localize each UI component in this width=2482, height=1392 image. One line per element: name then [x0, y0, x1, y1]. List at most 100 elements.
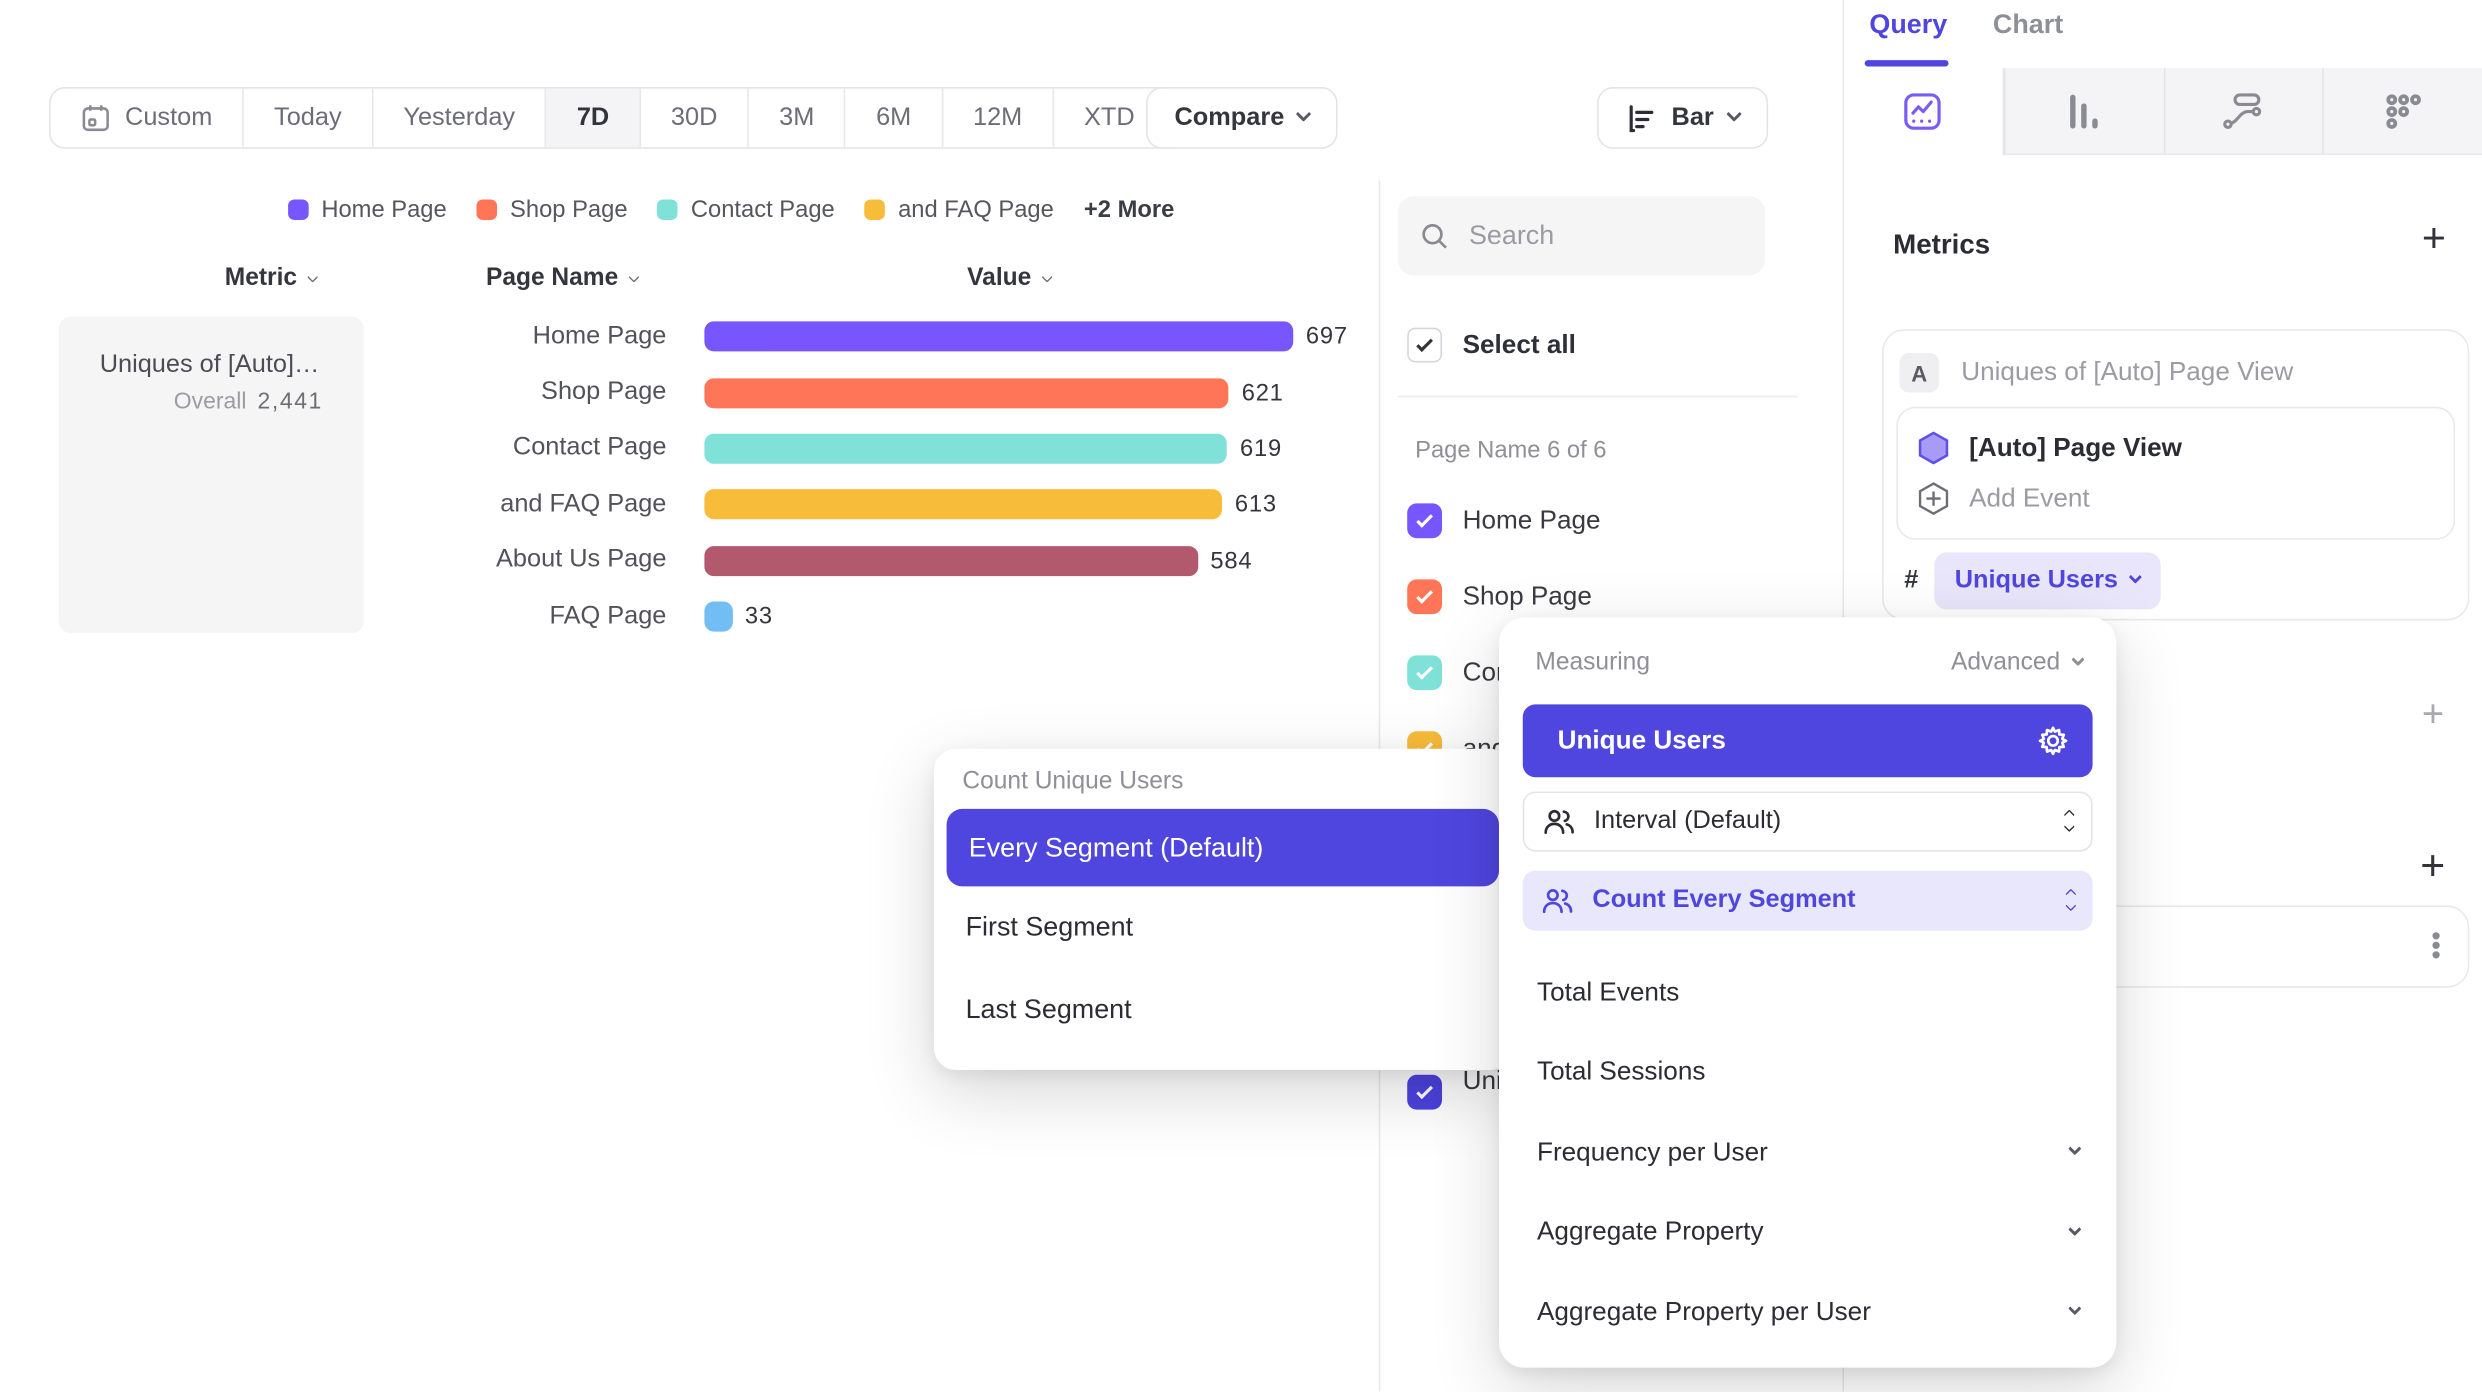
- insights-icon: [1902, 90, 1945, 133]
- date-range-button[interactable]: 3M: [749, 88, 846, 148]
- date-range-button[interactable]: 6M: [846, 88, 943, 148]
- tab-chart[interactable]: Chart: [1992, 9, 2064, 40]
- add-metric-button[interactable]: +: [2421, 213, 2446, 262]
- bar-value-label: 697: [1305, 323, 1348, 351]
- count-popup-option[interactable]: Last Segment: [965, 994, 1132, 1025]
- segment-checkbox[interactable]: [1407, 579, 1443, 615]
- value-column-header[interactable]: Value: [967, 264, 1052, 292]
- count-symbol: #: [1904, 566, 1919, 594]
- select-all-row[interactable]: Select all: [1407, 327, 1576, 363]
- event-row[interactable]: [Auto] Page View: [1917, 423, 2435, 474]
- segment-checkbox[interactable]: [1407, 503, 1443, 539]
- advanced-dropdown[interactable]: Advanced: [1951, 649, 2084, 677]
- legend-item[interactable]: Home Page: [288, 196, 447, 223]
- measuring-selected-option[interactable]: Unique Users: [1522, 704, 2093, 778]
- date-range-button[interactable]: XTD: [1054, 89, 1190, 148]
- date-range-button[interactable]: Custom: [51, 88, 244, 148]
- add-filter-button[interactable]: +: [2421, 693, 2445, 737]
- measuring-popup-option[interactable]: Aggregate Property per User: [1499, 1273, 2116, 1353]
- bar-row: Contact Page 619: [0, 421, 1379, 477]
- funnels-icon: [2063, 89, 2106, 132]
- segment-column-header[interactable]: Page Name: [486, 264, 639, 292]
- bar-value-label: 621: [1241, 379, 1284, 407]
- chevron-down-icon: [2067, 1141, 2081, 1155]
- count-popup-title: Count Unique Users: [962, 767, 1184, 795]
- tab-flows[interactable]: [2163, 68, 2323, 156]
- legend-item[interactable]: and FAQ Page: [864, 196, 1054, 223]
- chevron-down-icon: [2128, 570, 2143, 584]
- measurement-dropdown[interactable]: Unique Users: [1934, 552, 2161, 610]
- count-every-segment-select[interactable]: Count Every Segment: [1522, 870, 2093, 931]
- tab-retention[interactable]: [2322, 68, 2482, 156]
- bar[interactable]: [704, 321, 1294, 352]
- measuring-popup-option[interactable]: Total Sessions: [1537, 1057, 1706, 1087]
- calendar-icon: [81, 103, 111, 133]
- add-event-row[interactable]: Add Event: [1917, 473, 2435, 524]
- bar-category-label: About Us Page: [496, 546, 667, 574]
- legend-more-link[interactable]: +2 More: [1083, 196, 1175, 224]
- chevron-down-icon: [1725, 105, 1742, 122]
- date-range-button[interactable]: Today: [244, 88, 374, 148]
- bar[interactable]: [704, 433, 1228, 464]
- count-unique-users-popup: Count Unique Users Every Segment (Defaul…: [933, 748, 1512, 1071]
- segment-checkbox[interactable]: [1407, 655, 1443, 691]
- metric-series-checkbox[interactable]: [1407, 1074, 1443, 1110]
- series-badge: A: [1899, 352, 1940, 393]
- count-popup-option[interactable]: First Segment: [965, 911, 1134, 942]
- users-icon: [1543, 807, 1575, 835]
- chevron-down-icon: [1296, 105, 1312, 122]
- tab-funnels[interactable]: [2003, 68, 2164, 156]
- bar-chart-icon: [1626, 102, 1658, 134]
- metrics-section-title: Metrics: [1893, 227, 1991, 260]
- measuring-popup-option[interactable]: Aggregate Property: [1499, 1193, 2116, 1273]
- date-range-button[interactable]: 30D: [641, 88, 750, 148]
- bar-category-label: Home Page: [532, 322, 667, 350]
- bar-row: FAQ Page 33: [0, 589, 1379, 645]
- date-range-control: Custom Today Yesterday: [49, 87, 1192, 149]
- add-breakdown-button[interactable]: +: [2420, 842, 2446, 890]
- metric-card[interactable]: A Uniques of [Auto] Page View [Auto] Pag…: [1882, 329, 2470, 621]
- interval-select[interactable]: Interval (Default): [1522, 791, 2093, 852]
- segment-row[interactable]: Home Page: [1407, 503, 1601, 539]
- legend-swatch: [288, 199, 309, 221]
- bar[interactable]: [704, 377, 1230, 408]
- metric-column-header[interactable]: Metric: [225, 264, 318, 292]
- event-card: [Auto] Page View Add Event: [1896, 406, 2456, 540]
- bar[interactable]: [704, 489, 1223, 520]
- chevron-down-icon: [2067, 1221, 2081, 1235]
- add-event-icon: [1917, 481, 1950, 516]
- measuring-popup-option[interactable]: Total Events: [1537, 977, 1680, 1007]
- tab-query[interactable]: Query: [1869, 9, 1948, 40]
- chevron-down-icon: [2071, 653, 2084, 666]
- bar[interactable]: [704, 601, 733, 632]
- compare-button[interactable]: Compare: [1146, 87, 1339, 149]
- search-icon: [1420, 221, 1450, 251]
- measuring-popup-option[interactable]: Frequency per User: [1499, 1113, 2116, 1193]
- segment-search: [1397, 196, 1765, 276]
- gear-icon[interactable]: [2037, 725, 2069, 757]
- segment-row[interactable]: Shop Page: [1407, 579, 1592, 615]
- select-all-checkbox[interactable]: [1407, 327, 1443, 363]
- date-range-button[interactable]: 12M: [943, 88, 1054, 148]
- bar-category-label: FAQ Page: [549, 602, 667, 630]
- tab-insights[interactable]: [1844, 68, 2004, 156]
- bar-category-label: and FAQ Page: [500, 490, 667, 518]
- date-range-button[interactable]: Yesterday: [373, 88, 547, 148]
- bar-value-label: 584: [1210, 547, 1253, 575]
- flows-icon: [2221, 89, 2265, 133]
- updown-icon: [2065, 889, 2076, 910]
- search-input[interactable]: [1468, 220, 1723, 252]
- legend-item[interactable]: Shop Page: [476, 196, 628, 223]
- report-type-tabs: [1844, 68, 2482, 156]
- chart-type-button[interactable]: Bar: [1597, 87, 1768, 149]
- bar[interactable]: [704, 545, 1198, 576]
- legend-item[interactable]: Contact Page: [657, 196, 835, 223]
- count-popup-option[interactable]: Every Segment (Default): [946, 808, 1500, 887]
- legend-swatch: [657, 199, 679, 221]
- event-hexagon-icon: [1917, 431, 1950, 466]
- kebab-menu-icon[interactable]: • • •: [2431, 921, 2441, 971]
- date-range-button[interactable]: 7D: [546, 88, 641, 148]
- bar-chart: Home Page 697 Shop Page 621 Contact Page…: [0, 309, 1379, 645]
